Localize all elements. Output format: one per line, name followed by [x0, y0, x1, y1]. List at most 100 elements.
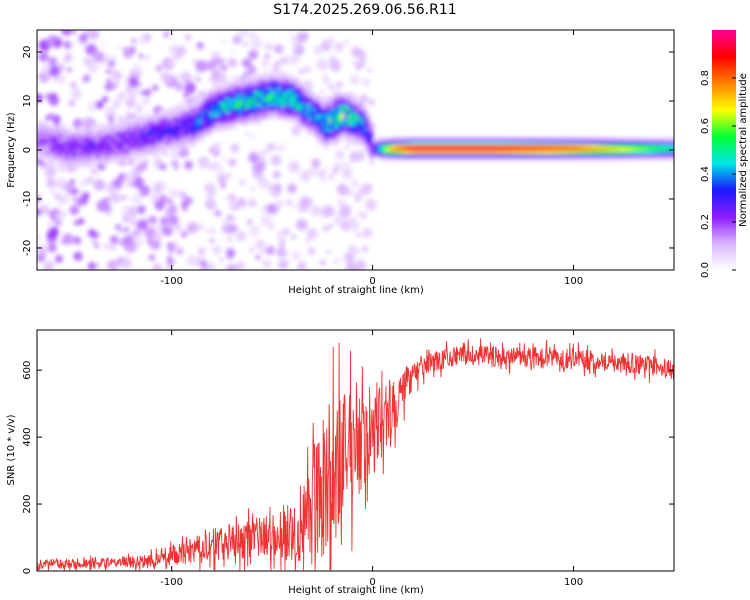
- spectrogram-cell: [283, 101, 288, 106]
- spectrogram-cell: [283, 104, 288, 109]
- spectrogram-cell: [254, 96, 259, 101]
- spectrogram-noise-cell: [296, 218, 308, 231]
- spectrogram-cell: [325, 139, 329, 144]
- spectrogram-cell: [40, 140, 44, 145]
- spectrogram-cell: [168, 136, 172, 141]
- spectrogram-cell: [536, 153, 540, 158]
- spectrogram-cell: [309, 93, 313, 98]
- spectrogram-cell: [315, 105, 320, 109]
- spectrogram-cell: [657, 150, 662, 155]
- spectrogram-cell: [165, 118, 169, 123]
- spectrogram-cell: [216, 121, 220, 126]
- spectrogram-cell: [94, 133, 99, 138]
- spectrogram-cell: [363, 133, 368, 138]
- spectrogram-cell: [94, 127, 99, 131]
- spectrogram-cell: [273, 86, 278, 90]
- spectrogram-noise-cell: [52, 226, 58, 231]
- spectrogram-noise-cell: [136, 205, 146, 214]
- colorbar-tick-label: 0.2: [700, 214, 711, 230]
- spectrogram-cell: [158, 136, 163, 140]
- spectrogram-cell: [315, 101, 320, 106]
- spectrogram-cell: [72, 139, 76, 144]
- spectrogram-cell: [536, 137, 540, 142]
- colorbar-tick-label: 0.6: [700, 118, 711, 134]
- spectrogram-cell: [97, 123, 102, 128]
- colorbar-gradient: [712, 30, 736, 270]
- spectrogram-cell: [209, 124, 214, 129]
- spectrogram-cell: [277, 80, 281, 85]
- spectrogram-cell: [283, 114, 288, 118]
- spectrogram-cell: [261, 101, 265, 106]
- spectrogram-cell: [235, 117, 240, 121]
- spectrogram-cell: [641, 137, 646, 142]
- spectrogram-cell: [321, 98, 326, 103]
- spectrogram-cell: [181, 133, 185, 138]
- spectrogram-cell: [459, 153, 464, 158]
- spectrogram-cell: [318, 127, 323, 132]
- spectrogram-noise-cell: [205, 198, 217, 211]
- spectrogram-cell: [520, 140, 524, 145]
- spectrogram-cell: [206, 110, 211, 115]
- spectrogram-cell: [133, 151, 137, 156]
- spectrogram-cell: [216, 105, 220, 110]
- spectrogram-cell: [213, 84, 217, 88]
- spectrogram-cell: [398, 147, 403, 152]
- spectrogram-cell: [181, 124, 185, 128]
- spectrogram-cell: [213, 112, 217, 117]
- spectrogram-cell: [251, 100, 256, 105]
- spectrogram-cell: [261, 78, 265, 83]
- spectrogram-cell: [392, 147, 396, 152]
- spectrogram-cell: [229, 121, 233, 126]
- spectrogram-cell: [88, 127, 92, 132]
- spectrogram-noise-cell: [349, 151, 360, 163]
- spectrogram-noise-cell: [116, 45, 122, 50]
- spectrogram-cell: [123, 128, 128, 133]
- spectrogram-cell: [139, 150, 144, 155]
- spectrogram-cell: [235, 91, 240, 96]
- spectrogram-noise-cell: [70, 187, 79, 196]
- spectrogram-cell: [177, 128, 182, 132]
- spectrogram-cell: [395, 147, 400, 152]
- spectrogram-cell: [200, 108, 204, 113]
- spectrogram-cell: [600, 153, 604, 158]
- spectrogram-cell: [590, 147, 595, 152]
- spectrogram-cell: [59, 139, 64, 144]
- spectrogram-cell: [318, 137, 323, 141]
- spectrogram-noise-cell: [46, 178, 56, 188]
- spectrogram-cell: [520, 156, 524, 161]
- spectrogram-cell: [561, 153, 566, 158]
- spectrogram-cell: [645, 150, 649, 155]
- spectrogram-cell: [232, 89, 236, 93]
- spectrogram-cell: [184, 136, 188, 140]
- spectrogram-cell: [193, 100, 198, 105]
- spectrogram-cell: [158, 126, 163, 131]
- spectrogram-cell: [638, 150, 643, 155]
- spectrogram-cell: [459, 140, 464, 145]
- spectrogram-cell: [453, 156, 457, 161]
- spectrogram-cell: [277, 112, 281, 117]
- spectrogram-cell: [120, 148, 124, 153]
- spectrogram-cell: [443, 147, 448, 152]
- spectrogram-cell: [37, 152, 41, 157]
- spectrogram-noise-cell: [69, 205, 80, 216]
- spectrogram-cell: [280, 90, 284, 95]
- spectrogram-cell: [401, 144, 406, 148]
- spectrogram-cell: [347, 130, 352, 134]
- spectrogram-cell: [389, 153, 393, 158]
- spectrogram-cell: [152, 118, 156, 123]
- spectrogram-cell: [187, 135, 192, 140]
- spectrogram-cell: [88, 131, 92, 135]
- spectrogram-noise-cell: [265, 245, 275, 255]
- spectrogram-noise-cell: [167, 58, 176, 66]
- spectrogram-cell: [536, 150, 540, 155]
- spectrogram-noise-cell: [46, 34, 58, 46]
- spectrogram-cell: [411, 147, 416, 152]
- spectrogram-cell: [117, 158, 121, 163]
- spectrogram-cell: [139, 115, 144, 119]
- spectrogram-cell: [129, 143, 134, 147]
- spectrogram-cell: [376, 147, 380, 152]
- spectrogram-cell: [648, 153, 652, 158]
- spectrogram-cell: [49, 159, 54, 163]
- spectrogram-cell: [520, 153, 524, 158]
- spectrogram-cell: [561, 147, 566, 152]
